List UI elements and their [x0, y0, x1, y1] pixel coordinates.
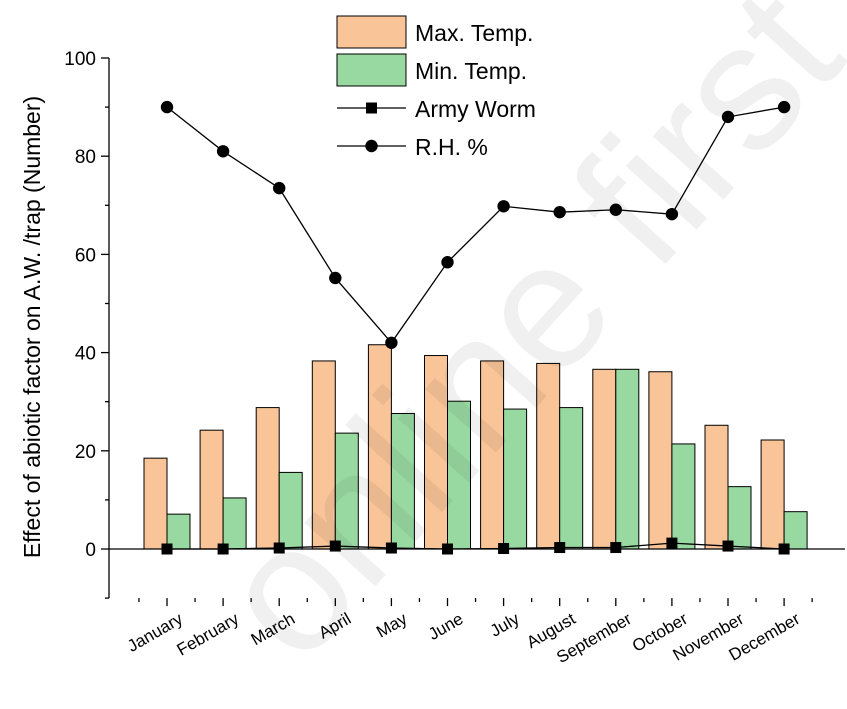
- bar-max-temp-february: [199, 429, 224, 550]
- marker-r-h-july: [497, 200, 510, 213]
- marker-army-worm-march: [273, 542, 285, 554]
- marker-r-h-april: [329, 271, 342, 285]
- bar-min-temp-february: [222, 497, 247, 550]
- legend-swatch-min-temp: [336, 53, 407, 87]
- marker-army-worm-april: [329, 540, 341, 552]
- bar-max-temp-september: [592, 368, 617, 550]
- marker-r-h-june: [441, 256, 454, 269]
- bar-min-temp-june: [447, 400, 471, 550]
- bar-max-temp-january: [143, 457, 168, 550]
- marker-army-worm-august: [554, 542, 566, 554]
- bar-max-temp-june: [424, 355, 448, 550]
- legend-label-army-worm: Army Worm: [415, 96, 536, 122]
- marker-army-worm-october: [666, 537, 678, 549]
- marker-r-h-may: [385, 336, 398, 349]
- line-r-h: [166, 106, 785, 344]
- marker-army-worm-may: [385, 542, 397, 554]
- x-tick-label-march: March: [248, 609, 298, 649]
- marker-army-worm-november: [722, 540, 734, 552]
- x-tick-label-may: May: [373, 609, 411, 642]
- bar-min-temp-may: [390, 412, 415, 550]
- y-tick-label-0: 0: [85, 540, 96, 561]
- y-axis: 0 20 40 60 80 100: [64, 49, 110, 599]
- x-tick-label-june: June: [425, 609, 466, 644]
- marker-r-h-september: [609, 203, 622, 216]
- bar-max-temp-august: [536, 362, 561, 550]
- y-tick-label-60: 60: [75, 245, 96, 266]
- marker-r-h-march: [273, 181, 286, 195]
- legend-label-max-temp: Max. Temp.: [415, 20, 533, 46]
- marker-army-worm-september: [610, 542, 622, 554]
- x-tick-label-february: February: [174, 609, 243, 660]
- plot-area: [143, 100, 808, 555]
- bar-min-temp-october: [671, 443, 696, 550]
- bar-min-temp-march: [278, 471, 303, 550]
- marker-r-h-january: [160, 100, 174, 114]
- marker-r-h-august: [553, 205, 566, 219]
- y-tick-label-40: 40: [75, 344, 96, 365]
- y-tick-label-80: 80: [75, 147, 96, 168]
- legend: Max. Temp. Min. Temp. Army Worm R.H. %: [336, 15, 536, 160]
- bar-max-temp-april: [311, 360, 336, 550]
- bar-min-temp-july: [503, 408, 528, 550]
- bar-max-temp-july: [480, 360, 505, 550]
- bar-min-temp-november: [727, 486, 752, 550]
- marker-r-h-october: [665, 207, 679, 221]
- legend-swatch-max-temp: [336, 15, 407, 49]
- bar-min-temp-august: [559, 407, 584, 550]
- x-tick-label-july: July: [487, 609, 523, 641]
- bar-min-temp-april: [334, 432, 359, 550]
- marker-r-h-december: [777, 100, 791, 114]
- y-tick-label-100: 100: [64, 49, 96, 70]
- bar-max-temp-november: [704, 424, 729, 550]
- legend-label-r-h: R.H. %: [415, 134, 488, 160]
- y-axis-label: Effect of abiotic factor on A.W. /trap (…: [19, 96, 45, 558]
- bar-max-temp-march: [255, 407, 280, 550]
- legend-marker-army-worm: [366, 102, 377, 114]
- bar-max-temp-may: [367, 344, 392, 550]
- marker-r-h-february: [216, 145, 230, 158]
- legend-marker-r-h: [365, 139, 378, 153]
- marker-r-h-november: [721, 110, 735, 124]
- bar-max-temp-december: [760, 439, 785, 550]
- y-tick-label-20: 20: [75, 442, 96, 463]
- bar-max-temp-october: [648, 371, 673, 550]
- bar-min-temp-september: [615, 368, 640, 550]
- bar-min-temp-december: [783, 511, 808, 550]
- legend-label-min-temp: Min. Temp.: [415, 58, 527, 84]
- x-tick-label-april: April: [315, 609, 354, 642]
